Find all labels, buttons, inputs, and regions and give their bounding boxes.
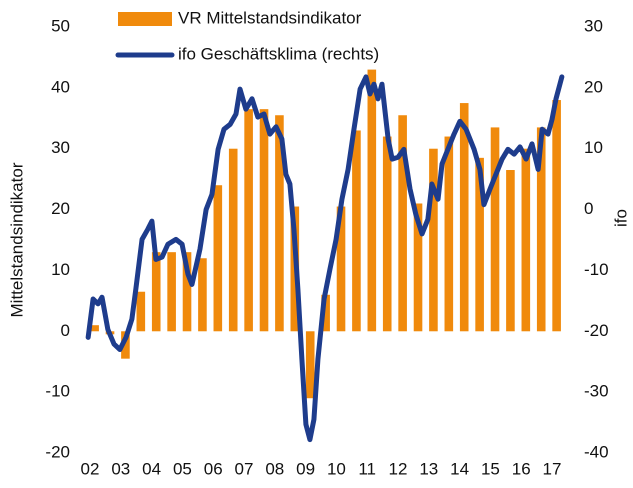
bar [90, 325, 99, 332]
y2-tick-label: 30 [584, 16, 603, 35]
line [85, 74, 565, 443]
y2-tick-label: -30 [584, 382, 609, 401]
bar [259, 109, 269, 332]
bar [198, 258, 207, 332]
x-tick-label: 11 [358, 459, 376, 478]
y2-tick-label: -40 [584, 442, 609, 461]
bar [352, 130, 361, 332]
y2-axis-title: ifo [611, 209, 630, 227]
bar [182, 252, 192, 332]
x-tick-label: 02 [81, 459, 100, 478]
bar [521, 148, 531, 332]
x-tick-label: 05 [173, 459, 192, 478]
bar [367, 69, 377, 332]
x-tick-label: 10 [327, 459, 346, 478]
bar [475, 157, 484, 332]
legend-swatch [118, 12, 172, 26]
bar [275, 115, 284, 332]
y-tick-label: 40 [51, 77, 70, 96]
y-tick-label: 10 [51, 260, 70, 279]
bar [244, 109, 253, 332]
bar [213, 185, 223, 332]
y-tick-label: 50 [51, 16, 70, 35]
y2-tick-label: -10 [584, 260, 609, 279]
x-tick-label: 15 [481, 459, 500, 478]
bar [321, 294, 330, 332]
bar [336, 206, 346, 332]
x-tick-label: 04 [142, 459, 161, 478]
bar [536, 127, 546, 332]
x-tick-label: 09 [296, 459, 315, 478]
y-tick-label: 30 [51, 138, 70, 157]
y2-tick-label: 0 [584, 199, 593, 218]
x-tick-label: 12 [389, 459, 408, 478]
bar [429, 148, 438, 332]
y2-tick-label: -20 [584, 321, 609, 340]
x-tick-label: 16 [512, 459, 531, 478]
bar [506, 170, 515, 332]
y-axis-title: Mittelstandsindikator [7, 162, 26, 317]
bar [459, 103, 469, 332]
y-tick-label: 0 [61, 321, 70, 340]
x-tick-label: 06 [204, 459, 223, 478]
y2-tick-label: 10 [584, 138, 603, 157]
bar [228, 148, 238, 332]
bar [413, 203, 423, 332]
bar [398, 115, 407, 332]
y-tick-label: -10 [45, 382, 70, 401]
bar [121, 331, 130, 359]
bar [305, 331, 315, 399]
bar [552, 100, 561, 332]
bar [151, 252, 161, 332]
y2-tick-label: 20 [584, 77, 603, 96]
bar [382, 136, 392, 332]
legend-label: VR Mittelstandsindikator [178, 8, 362, 27]
x-tick-label: 13 [419, 459, 438, 478]
x-tick-label: 07 [235, 459, 254, 478]
bar [136, 291, 146, 332]
y-tick-label: 20 [51, 199, 70, 218]
bar [490, 127, 500, 332]
x-tick-label: 17 [543, 459, 562, 478]
bar [167, 252, 176, 332]
x-tick-label: 08 [265, 459, 284, 478]
legend-label: ifo Geschäftsklima (rechts) [178, 44, 379, 63]
y-tick-label: -20 [45, 442, 70, 461]
x-tick-label: 03 [111, 459, 130, 478]
bar [444, 136, 454, 332]
x-tick-label: 14 [450, 459, 469, 478]
